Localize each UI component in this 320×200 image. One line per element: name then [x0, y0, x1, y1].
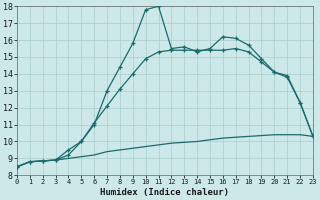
X-axis label: Humidex (Indice chaleur): Humidex (Indice chaleur) — [100, 188, 229, 197]
